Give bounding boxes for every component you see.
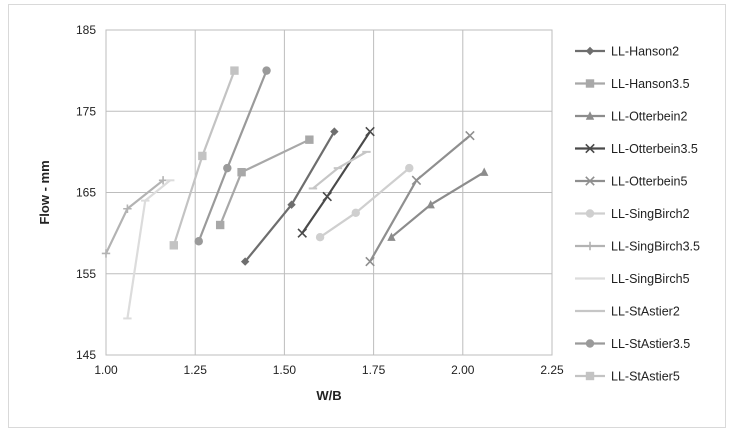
series-ll-singbirch5 bbox=[123, 179, 175, 320]
y-axis-ticks: 145 155 165 175 185 bbox=[76, 23, 96, 362]
legend-item: LL-SingBirch3.5 bbox=[575, 240, 700, 254]
legend-label: LL-Otterbein2 bbox=[611, 110, 687, 124]
legend-label: LL-SingBirch2 bbox=[611, 207, 690, 221]
x-tick-label: 2.00 bbox=[451, 363, 475, 377]
legend-label: LL-StAstier5 bbox=[611, 370, 680, 384]
y-tick-label: 145 bbox=[76, 348, 96, 362]
series-ll-stastier2 bbox=[308, 150, 371, 190]
series-line bbox=[197, 70, 268, 242]
series-line bbox=[301, 130, 371, 234]
legend-label: LL-StAstier3.5 bbox=[611, 337, 690, 351]
series-line bbox=[312, 150, 368, 190]
x-tick-label: 1.25 bbox=[184, 363, 208, 377]
data-point bbox=[215, 220, 225, 230]
data-point bbox=[101, 249, 111, 258]
x-axis-ticks: 1.00 1.25 1.50 1.75 2.00 2.25 bbox=[94, 363, 564, 377]
legend-marker bbox=[585, 339, 595, 348]
series-ll-otterbein3-5 bbox=[297, 126, 375, 238]
legend-marker bbox=[585, 371, 595, 381]
legend-item: LL-Otterbein2 bbox=[575, 110, 687, 124]
legend-label: LL-Otterbein5 bbox=[611, 175, 687, 189]
legend-item: LL-StAstier2 bbox=[575, 305, 680, 319]
data-point bbox=[405, 163, 414, 173]
y-tick-label: 175 bbox=[76, 104, 96, 118]
legend-marker bbox=[585, 79, 595, 88]
legend-marker bbox=[585, 111, 595, 120]
y-tick-label: 185 bbox=[76, 23, 96, 37]
series-line bbox=[105, 179, 164, 254]
legend-item: LL-SingBirch2 bbox=[575, 207, 690, 221]
chart-frame: 1.00 1.25 1.50 1.75 2.00 2.25 145 155 165 175 185… bbox=[8, 4, 726, 428]
legend-marker bbox=[585, 143, 595, 154]
legend-label: LL-Hanson2 bbox=[611, 45, 679, 59]
series-ll-otterbein5 bbox=[365, 130, 475, 267]
y-tick-label: 155 bbox=[76, 267, 96, 281]
legend-item: LL-Otterbein3.5 bbox=[575, 142, 698, 156]
data-point bbox=[426, 199, 435, 209]
legend-label: LL-SingBirch3.5 bbox=[611, 240, 700, 254]
x-tick-label: 1.00 bbox=[94, 363, 118, 377]
data-point bbox=[240, 257, 250, 266]
series-ll-stastier3-5 bbox=[194, 66, 271, 246]
data-point bbox=[315, 232, 325, 242]
data-point bbox=[158, 176, 168, 185]
data-point bbox=[123, 204, 132, 213]
flow-vs-wb-chart: 1.00 1.25 1.50 1.75 2.00 2.25 145 155 165 175 185… bbox=[37, 23, 700, 403]
data-point bbox=[223, 163, 232, 173]
legend-marker bbox=[585, 241, 595, 251]
series-layer bbox=[101, 66, 489, 320]
data-point bbox=[230, 66, 239, 75]
data-point bbox=[305, 135, 314, 144]
data-point bbox=[465, 130, 475, 141]
data-point bbox=[287, 200, 296, 209]
legend-item: LL-SingBirch5 bbox=[575, 272, 690, 286]
legend-item: LL-Hanson2 bbox=[575, 45, 679, 59]
series-line bbox=[390, 171, 485, 239]
y-axis-title: Flow - mm bbox=[37, 160, 52, 224]
series-ll-otterbein2 bbox=[387, 167, 489, 241]
legend-item: LL-StAstier5 bbox=[575, 370, 680, 384]
legend-marker bbox=[585, 46, 595, 56]
legend: LL-Hanson2 LL-Hanson3.5 LL-Otterbein2 LL-Ot… bbox=[575, 45, 700, 384]
series-line bbox=[369, 134, 471, 263]
data-point bbox=[237, 167, 246, 177]
legend-item: LL-StAstier3.5 bbox=[575, 337, 690, 351]
legend-label: LL-Hanson3.5 bbox=[611, 77, 690, 91]
data-point bbox=[387, 232, 396, 241]
x-tick-label: 2.25 bbox=[540, 363, 564, 377]
legend-item: LL-Otterbein5 bbox=[575, 175, 687, 189]
y-tick-label: 165 bbox=[76, 186, 96, 200]
data-point bbox=[365, 256, 375, 267]
legend-label: LL-Otterbein3.5 bbox=[611, 142, 698, 156]
data-point bbox=[480, 167, 489, 176]
x-axis-title: W/B bbox=[316, 388, 341, 403]
data-point bbox=[194, 237, 203, 246]
series-ll-hanson3-5 bbox=[215, 135, 314, 230]
x-tick-label: 1.50 bbox=[273, 363, 297, 377]
data-point bbox=[198, 151, 207, 161]
data-point bbox=[169, 241, 178, 250]
series-line bbox=[319, 167, 410, 239]
data-point bbox=[322, 191, 332, 202]
data-point bbox=[411, 175, 422, 186]
legend-marker bbox=[585, 176, 595, 186]
series-ll-singbirch2 bbox=[315, 163, 414, 242]
series-ll-singbirch3-5 bbox=[101, 176, 168, 258]
legend-item: LL-Hanson3.5 bbox=[575, 77, 690, 91]
legend-label: LL-SingBirch5 bbox=[611, 272, 690, 286]
data-point bbox=[365, 126, 375, 137]
series-ll-stastier5 bbox=[169, 66, 239, 250]
legend-marker bbox=[585, 209, 595, 218]
data-point bbox=[297, 228, 308, 238]
data-point bbox=[262, 66, 271, 75]
data-point bbox=[351, 208, 360, 218]
series-line bbox=[244, 131, 336, 263]
x-tick-label: 1.75 bbox=[362, 363, 386, 377]
legend-label: LL-StAstier2 bbox=[611, 305, 680, 319]
